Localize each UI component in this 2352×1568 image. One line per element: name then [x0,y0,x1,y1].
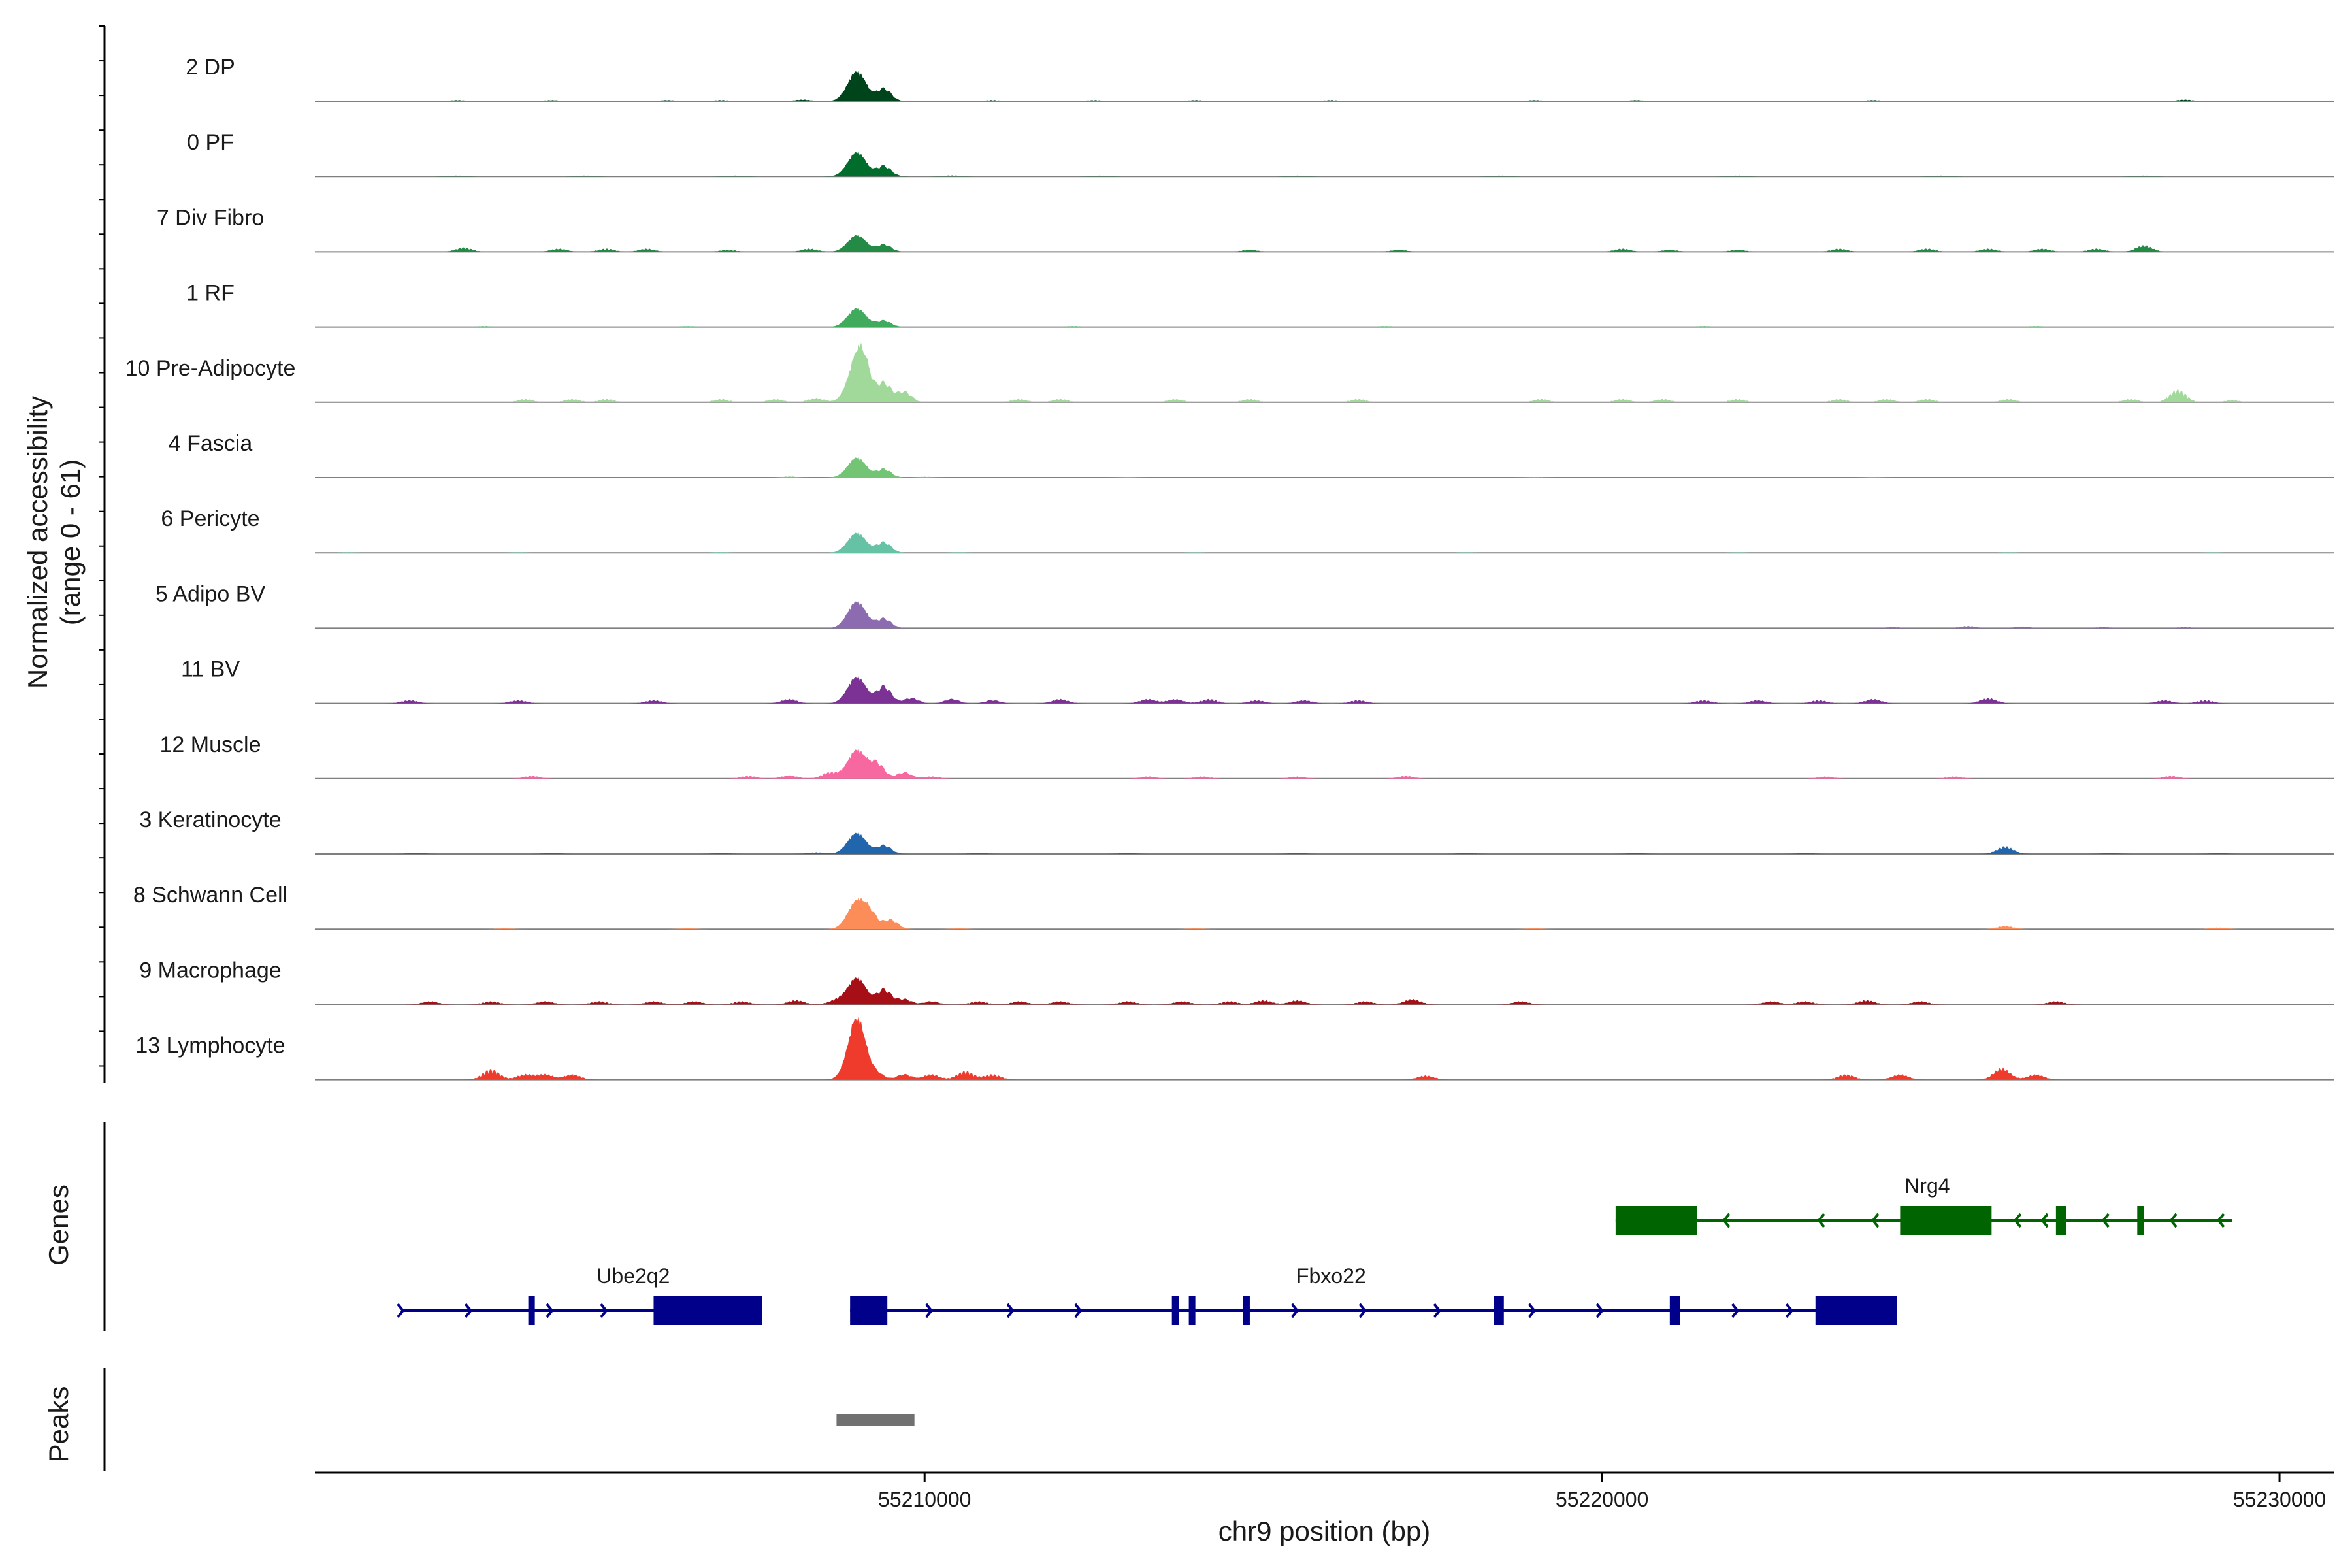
coverage-track: 11 BV [181,657,2334,704]
coverage-track: 5 Adipo BV [155,581,2334,629]
genes-track: Nrg4 Ube2q2 Fbxo22 [103,1122,2232,1331]
strand-arrow [1731,1303,1740,1318]
gene-model: Ube2q2 [397,1264,762,1325]
gene-label: Fbxo22 [1296,1264,1366,1288]
track-label: 6 Pericyte [161,506,259,531]
track-label: 0 PF [187,130,234,155]
gene-model: Fbxo22 [850,1264,1897,1325]
coverage-track: 8 Schwann Cell [133,883,2334,930]
strand-arrow [1074,1303,1083,1318]
strand-arrow [2101,1213,2110,1228]
coverage-track: 10 Pre-Adipocyte [125,342,2334,403]
coverage-tracks: 2 DP 0 PF 7 Div Fibro 1 RF 10 Pre-Adipocyte 4… [99,25,2334,1083]
gene-exon [528,1296,535,1325]
track-label: 12 Muscle [160,732,261,757]
gene-exon [1900,1206,1992,1235]
coverage-track: 6 Pericyte [161,506,2334,554]
strand-arrow [1433,1303,1441,1318]
x-axis-title: chr9 position (bp) [1218,1516,1431,1546]
track-label: 11 BV [181,657,240,682]
strand-arrow [925,1303,934,1318]
y-axis-title-range: (range 0 - 61) [55,459,86,625]
x-tick-label: 55230000 [2233,1488,2326,1511]
coverage-track: 13 Lymphocyte [135,1016,2334,1081]
strand-arrow [1527,1303,1537,1318]
gene-exon [2137,1206,2144,1235]
track-label: 3 Keratinocyte [139,808,281,832]
peaks-track-title: Peaks [43,1386,74,1463]
strand-arrow [464,1303,473,1318]
gene-exon [1669,1296,1680,1325]
gene-exon [850,1296,888,1325]
track-label: 1 RF [186,281,235,306]
strand-arrow [1722,1213,1731,1228]
gene-model: Nrg4 [1615,1174,2232,1235]
strand-arrow [1785,1303,1794,1318]
coverage-track: 7 Div Fibro [157,205,2334,253]
genes-track-title: Genes [43,1184,74,1266]
strand-arrow [2040,1213,2049,1228]
strand-arrow [2169,1213,2178,1228]
gene-label: Ube2q2 [596,1264,670,1288]
coverage-track: 12 Muscle [160,732,2334,779]
coverage-track: 9 Macrophage [139,958,2334,1005]
peak-region [836,1414,915,1426]
track-label: 7 Div Fibro [157,205,264,230]
peaks-track [103,1368,915,1471]
track-label: 5 Adipo BV [155,581,266,606]
coverage-area [315,235,2334,252]
coverage-track: 3 Keratinocyte [139,808,2334,855]
x-axis: 55210000 55220000 55230000 [315,1471,2334,1511]
strand-arrow [2014,1213,2022,1228]
gene-exon [2055,1206,2066,1235]
gene-exon [1494,1296,1504,1325]
strand-arrow [2217,1213,2225,1228]
gene-exon [1615,1206,1697,1235]
track-label: 13 Lymphocyte [135,1034,285,1058]
track-label: 8 Schwann Cell [133,883,287,907]
strand-arrow [1871,1213,1880,1228]
gene-label: Nrg4 [1904,1174,1950,1198]
gene-exon [1243,1296,1250,1325]
strand-arrow [1006,1303,1015,1318]
x-tick-label: 55210000 [878,1488,971,1511]
coverage-track: 0 PF [187,130,2334,178]
track-label: 10 Pre-Adipocyte [125,356,296,381]
coverage-area [315,676,2334,704]
coverage-track: 1 RF [186,281,2334,328]
track-label: 4 Fascia [169,431,253,456]
strand-arrow [546,1303,554,1318]
gene-exon [653,1296,762,1325]
strand-arrow [1595,1303,1604,1318]
strand-arrow [600,1303,608,1318]
coverage-track: 4 Fascia [169,431,2334,478]
x-tick-label: 55220000 [1556,1488,1648,1511]
y-axis-title: Normalized accessibility [22,396,53,689]
strand-arrow [397,1303,405,1318]
track-label: 9 Macrophage [139,958,281,983]
track-label: 2 DP [186,55,235,80]
gene-exon [1188,1296,1196,1325]
strand-arrow [1358,1303,1367,1318]
gene-exon [1171,1296,1179,1325]
gene-exon [1815,1296,1897,1325]
strand-arrow [1290,1303,1299,1318]
coverage-track: 2 DP [186,55,2334,102]
strand-arrow [1817,1213,1825,1228]
